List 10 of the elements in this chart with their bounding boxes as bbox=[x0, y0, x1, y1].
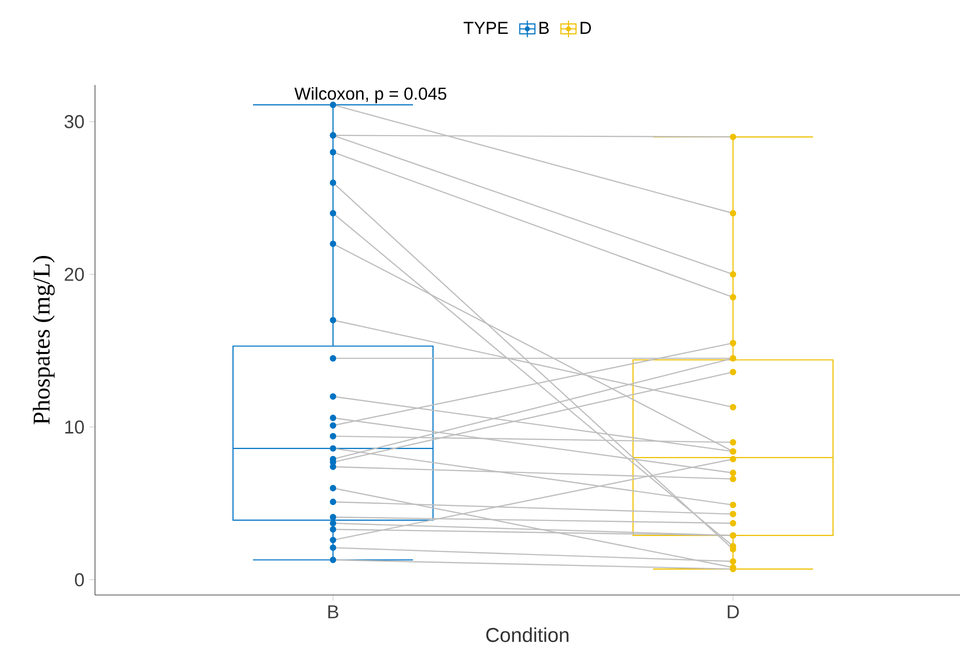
y-tick-label: 0 bbox=[74, 573, 84, 586]
legend-title: TYPE bbox=[464, 22, 508, 34]
annotation: Wilcoxon, p = 0.045 bbox=[294, 87, 446, 104]
x-axis-title: Condition bbox=[486, 627, 568, 642]
legend-label: B bbox=[540, 22, 549, 34]
y-tick-label: 30 bbox=[64, 115, 84, 128]
y-tick-label: 10 bbox=[65, 420, 84, 434]
legend-label: D bbox=[580, 22, 591, 34]
y-axis-title: Phospates (mg/L) bbox=[32, 256, 55, 424]
y-tick-label: 20 bbox=[64, 268, 84, 281]
